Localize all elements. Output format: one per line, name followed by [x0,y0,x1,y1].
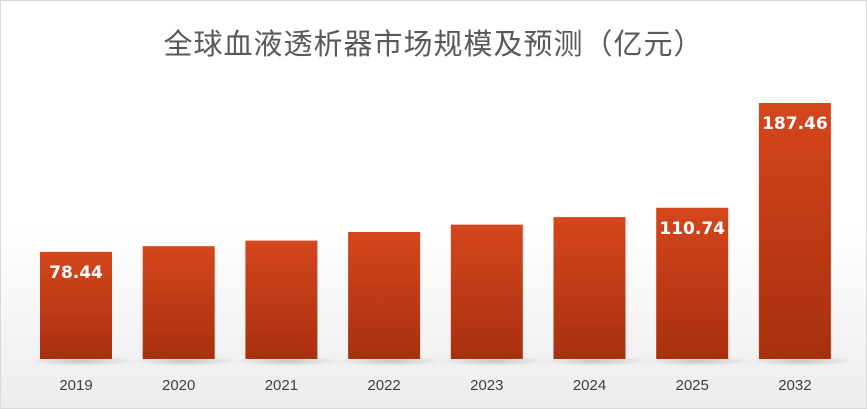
bar-2032 [758,103,831,359]
x-tick-label: 2024 [573,377,606,394]
bar-2019 [40,251,112,359]
x-tick-label: 2023 [470,377,503,394]
bar-2023 [450,224,523,359]
chart-title: 全球血液透析器市场规模及预测（亿元） [163,27,704,61]
x-tick-label: 2019 [59,377,92,394]
bar-2024 [553,217,626,359]
x-tick-label: 2021 [265,377,298,394]
data-label: 78.44 [49,263,103,283]
bar-2025 [656,207,729,359]
data-label: 187.46 [762,114,828,134]
x-tick-label: 2032 [778,377,811,394]
bar-2020 [142,246,215,359]
x-tick-label: 2025 [676,377,709,394]
data-label: 110.74 [659,219,725,239]
bar-2022 [348,231,421,359]
x-tick-label: 2022 [367,377,400,394]
bar-2021 [245,240,318,359]
x-tick-label: 2020 [162,377,195,394]
